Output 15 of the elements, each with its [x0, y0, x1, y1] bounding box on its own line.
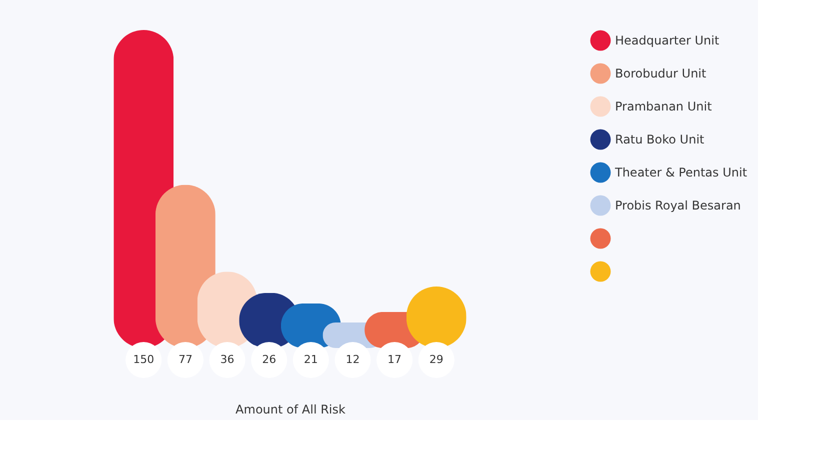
data-label: 77 — [178, 353, 192, 366]
data-label: 29 — [429, 353, 444, 366]
legend-label: Headquarter Unit — [615, 34, 720, 48]
data-label: 17 — [388, 353, 402, 366]
data-label: 26 — [262, 353, 276, 366]
data-label: 36 — [220, 353, 234, 366]
legend-label: Ratu Boko Unit — [615, 132, 705, 146]
legend-label: Theater & Pentas Unit — [614, 166, 748, 180]
data-label: 150 — [133, 353, 154, 366]
legend-label: Prambanan Unit — [615, 100, 712, 114]
x-axis-title: Amount of All Risk — [236, 402, 346, 416]
legend-label: Borobudur Unit — [615, 66, 706, 80]
data-label: 12 — [346, 353, 360, 366]
legend-label: Probis Royal Besaran — [615, 198, 741, 212]
data-label: 21 — [304, 353, 318, 366]
